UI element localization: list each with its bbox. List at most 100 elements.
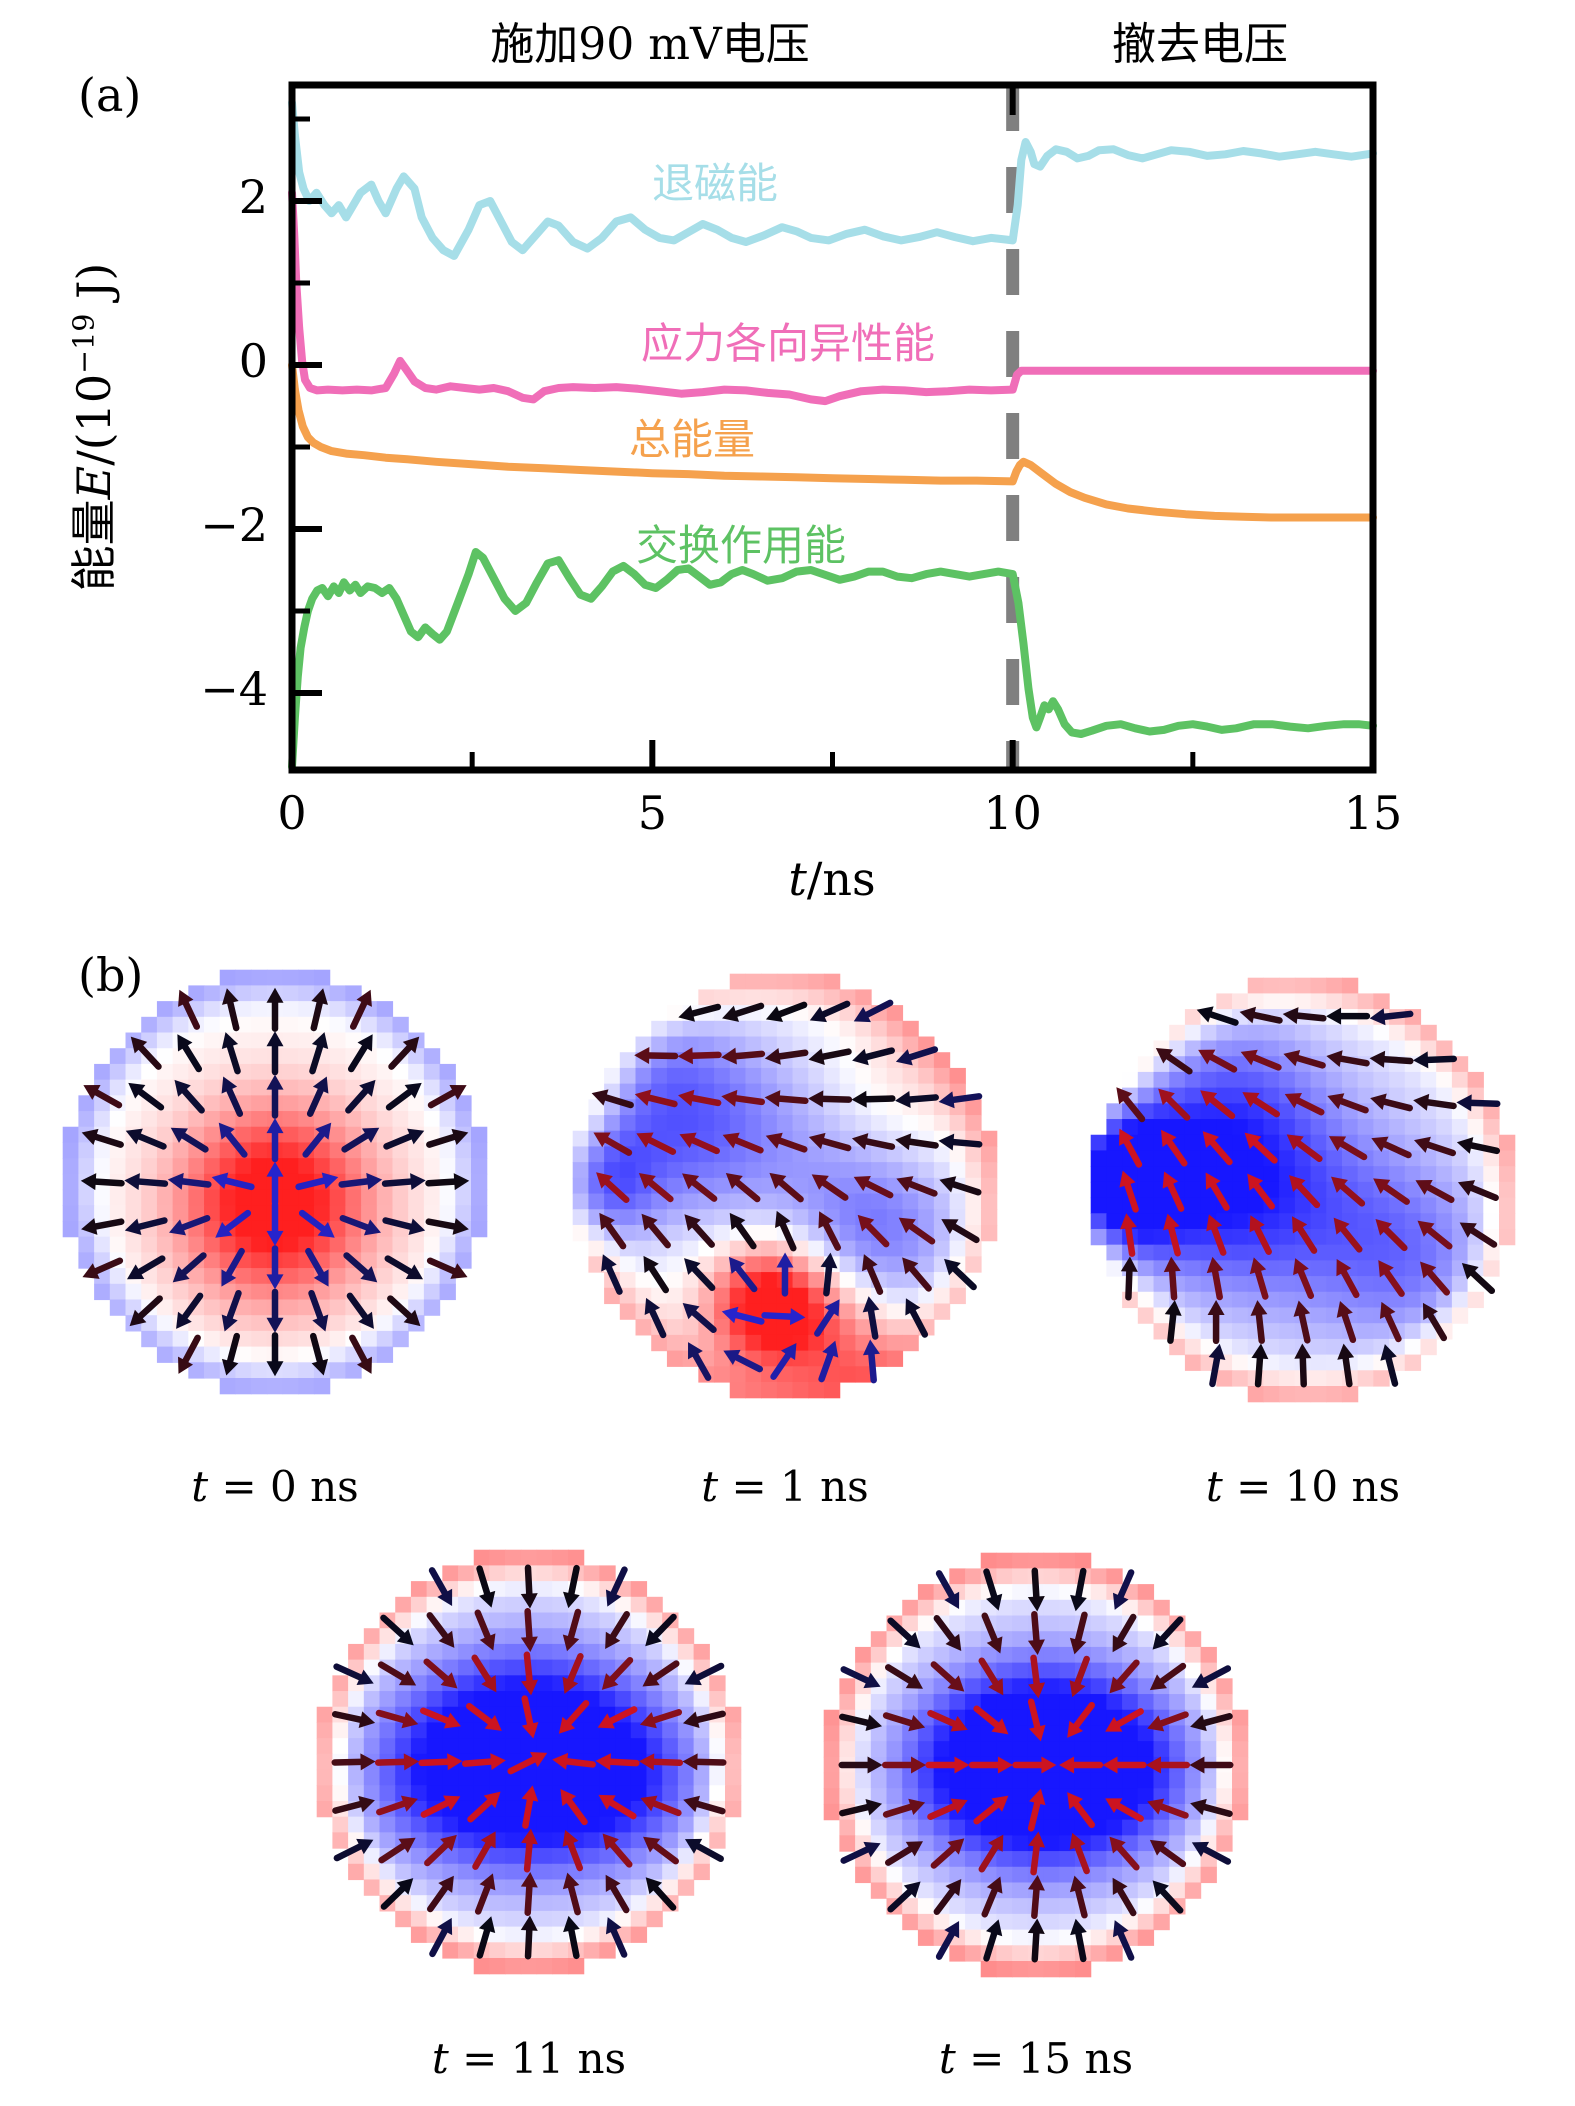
heat-cell [886,1678,903,1695]
heat-cell [635,1193,652,1210]
heat-cell [714,1334,731,1352]
arrow-shaft [761,1312,794,1320]
heat-cell [552,1549,569,1567]
heat-cell [682,1099,699,1116]
arrow-head [1163,1256,1181,1273]
heat-cell [1404,1260,1422,1277]
heat-cell [870,1631,888,1648]
arrow-head [1069,1637,1087,1655]
heat-cell [583,1816,600,1833]
arrow-shaft [1296,1225,1318,1254]
heat-cell [204,1220,221,1238]
heat-cell [1232,1323,1249,1340]
arrow-head [643,1836,661,1853]
heat-cell [1184,1228,1202,1246]
arrow-head [1070,1918,1087,1936]
heat-cell [345,1315,362,1332]
heat-cell [455,1142,472,1159]
heat-cell [918,1099,935,1116]
heat-cell [886,1319,904,1336]
heat-cell [1059,1851,1076,1868]
heat-cell [329,1142,346,1159]
heat-cell [599,1848,616,1865]
arrow-head [266,1161,284,1177]
heat-cell [599,1942,616,1959]
heat-cell [1059,1945,1076,1962]
arrow-head [1417,1220,1435,1237]
heat-cell [599,1643,616,1661]
arrow-shaft [1251,1011,1283,1024]
arrow-shaft [650,1709,683,1724]
heat-cell [1310,1087,1327,1104]
heat-cell [1404,1213,1422,1230]
arrow-head [808,1132,826,1150]
heat-cell [886,1646,903,1664]
arrow-head [266,1274,284,1290]
heat-cell [1232,1197,1249,1214]
heat-cell [792,1177,809,1195]
heat-cell [1153,1103,1170,1120]
arrow-shaft [689,1003,722,1017]
heat-cell [630,1581,648,1598]
arrow-shaft [935,1570,955,1600]
heat-cell [572,1146,590,1163]
heat-cell [282,1220,299,1238]
arrow-shaft [92,1218,125,1230]
heat-cell [745,1334,762,1352]
heat-cell [1467,1166,1484,1183]
heat-cell [693,1769,710,1786]
heat-cell [188,1189,205,1206]
heat-cell [745,1287,762,1305]
heat-cell [776,1115,794,1132]
heat-cell [902,1646,919,1664]
heat-cell [839,1036,856,1053]
arrow-head [822,1340,839,1358]
heat-cell [1420,1119,1437,1136]
heat-cell [729,989,747,1006]
heat-cell [489,1910,506,1928]
legend-total-energy: 总能量 [628,415,755,464]
heat-cell [313,1158,331,1175]
heat-cell [1184,1213,1202,1230]
heat-cell [1279,1213,1296,1230]
heat-cell [1232,1119,1249,1136]
heat-cell [823,1772,841,1789]
heat-cell [379,1769,396,1786]
arrow-shaft [1075,1930,1087,1963]
arrow-shaft [651,1660,680,1682]
arrow-shaft [418,1758,451,1767]
arrow-shaft [427,1089,457,1109]
heat-cell [646,1863,663,1881]
heat-cell [1200,1772,1217,1789]
heat-cell [536,1910,553,1928]
magnetization-map-0 [62,969,488,1395]
heat-cell [1059,1741,1076,1758]
heat-cell [933,1913,950,1931]
heat-cell [392,1063,409,1081]
arrow-shaft [1381,1098,1413,1112]
heat-cell [619,1067,637,1085]
heat-cell [1357,1040,1374,1057]
heat-cell [204,1142,221,1159]
heat-cell [1451,1166,1469,1183]
heat-cell [363,1643,381,1661]
arrow-head [174,1079,191,1097]
heat-cell [1310,1166,1327,1183]
heat-cell [1216,1725,1233,1742]
heat-cell [329,1111,346,1128]
heat-cell [1404,1228,1422,1246]
heat-cell [552,1942,569,1959]
heat-cell [792,1020,809,1038]
arrow-head [775,1210,791,1228]
heat-cell [1200,1694,1217,1711]
heat-cell [329,1095,346,1112]
heat-cell [1294,1024,1312,1042]
arrow-shaft [1122,1095,1146,1123]
heat-cell [1294,1244,1312,1261]
arrow-head [721,1089,738,1107]
heat-cell [1090,1898,1107,1915]
heat-cell [1310,1323,1327,1340]
arrow-shaft [689,1051,722,1060]
arrow-shaft [863,1047,895,1061]
heat-cell [1373,1150,1390,1167]
